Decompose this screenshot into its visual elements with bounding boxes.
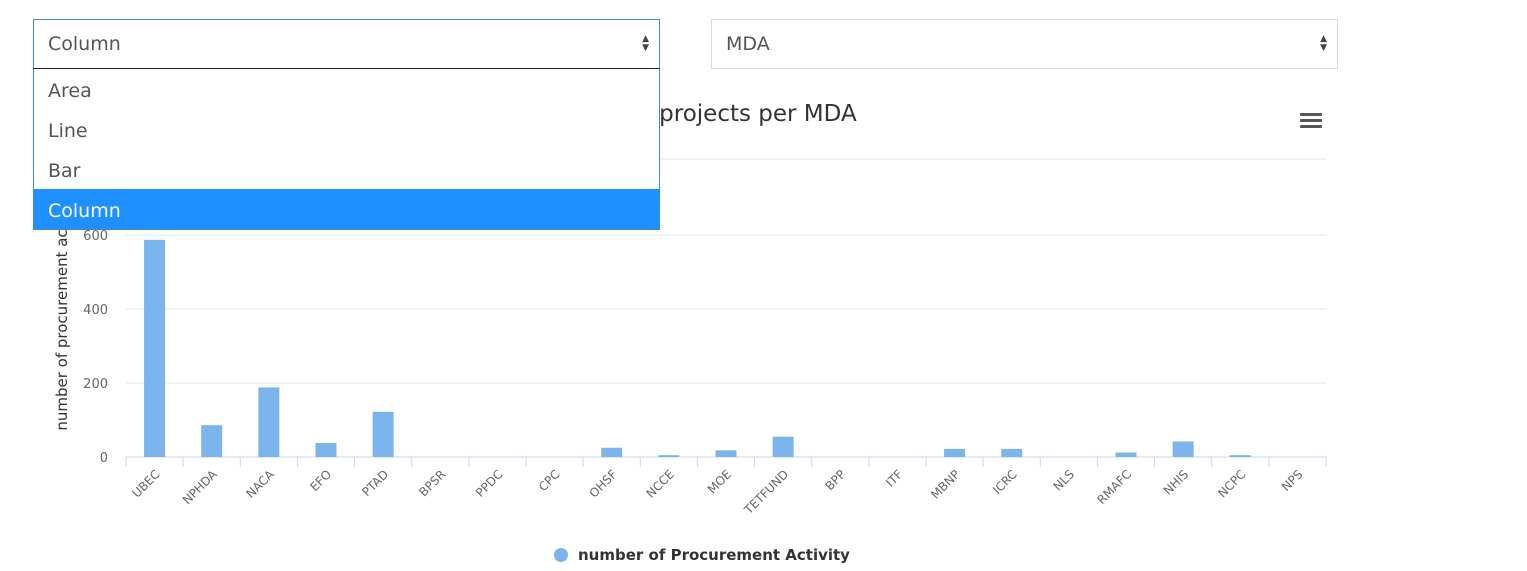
bar (144, 239, 166, 457)
x-tick-label: RMAFC (1094, 467, 1134, 507)
dropdown-option-line[interactable]: Line (48, 120, 88, 142)
x-tick-label: ITF (883, 467, 906, 490)
bar (315, 442, 337, 457)
x-tick-label: UBEC (129, 467, 162, 500)
bar (201, 425, 223, 457)
chart-type-select[interactable]: Column ▲ ▼ (33, 19, 660, 69)
x-tick-label: NPHDA (180, 467, 220, 507)
legend-item[interactable]: number of Procurement Activity (554, 546, 850, 564)
hamburger-menu-icon[interactable] (1300, 113, 1322, 129)
dropdown-option-area[interactable]: Area (48, 80, 92, 102)
group-by-select[interactable]: MDA ▲ ▼ (711, 19, 1338, 69)
x-tick-label: BPP (822, 467, 848, 493)
x-tick-label: MBNP (928, 467, 963, 502)
y-tick-label: 200 (83, 377, 108, 392)
dropdown-option-bar[interactable]: Bar (48, 160, 81, 182)
y-axis-title: number of procurement ac (53, 229, 71, 431)
bar (1001, 448, 1023, 457)
x-tick-label: NCPC (1215, 467, 1248, 500)
x-tick-label: EFO (307, 467, 334, 494)
x-tick-label: NPS (1279, 467, 1306, 494)
y-tick-label: 0 (100, 451, 108, 466)
x-tick-label: NACA (243, 467, 277, 501)
bar (772, 436, 794, 457)
x-tick-label: NCCE (644, 467, 677, 500)
y-tick-label: 600 (83, 229, 108, 244)
x-tick-label: TETFUND (741, 467, 791, 517)
x-tick-label: OHSF (587, 467, 620, 500)
chart-type-dropdown: Area Line Bar Column (33, 69, 660, 230)
x-tick-label: NLS (1051, 467, 1077, 493)
bar (715, 450, 737, 457)
bar (372, 411, 394, 457)
chart-type-select-value: Column (48, 33, 121, 55)
x-tick-label: BPSR (416, 467, 448, 499)
updown-caret-icon: ▲ ▼ (1320, 34, 1327, 53)
x-tick-label: MOE (705, 467, 734, 496)
dropdown-option-column[interactable]: Column (34, 189, 659, 229)
bar (601, 447, 623, 457)
bar (944, 448, 966, 457)
x-tick-label: NHIS (1161, 467, 1192, 498)
legend-marker (554, 548, 568, 562)
legend-label: number of Procurement Activity (578, 546, 850, 564)
x-tick-label: PPDC (473, 467, 506, 500)
bar (1115, 452, 1137, 457)
group-by-select-value: MDA (726, 33, 770, 55)
x-tick-label: ICRC (990, 467, 1020, 497)
bar (658, 455, 680, 457)
bar (1229, 455, 1251, 457)
x-tick-label: CPC (536, 467, 563, 494)
y-tick-label: 400 (83, 303, 108, 318)
x-tick-label: PTAD (359, 467, 391, 499)
updown-caret-icon: ▲ ▼ (642, 34, 649, 53)
bar (258, 387, 280, 457)
bar (1172, 441, 1194, 457)
